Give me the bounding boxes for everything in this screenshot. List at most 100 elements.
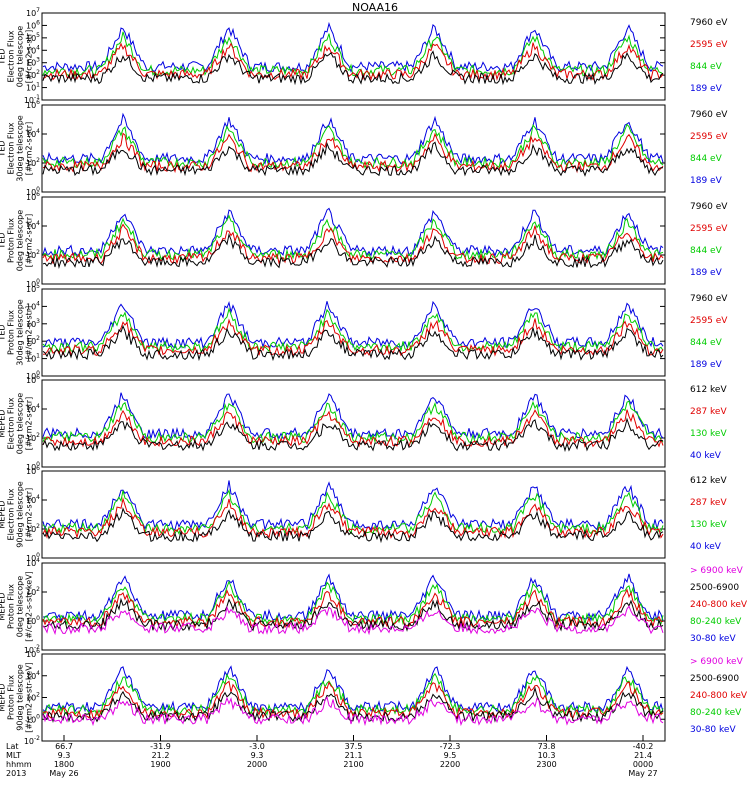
legend-item: > 6900 keV (690, 657, 744, 667)
panel-frame (41, 288, 666, 377)
series-line (42, 605, 664, 636)
series-line (42, 318, 664, 357)
panel-frame (41, 12, 666, 101)
y-tick-label: 100 (26, 278, 40, 289)
x-tick-label: 9.5 (444, 751, 457, 760)
y-tick-label: 106 (26, 191, 40, 202)
y-tick-label: 107 (26, 7, 40, 18)
panel-5: 100 102 104 106 MEPEDElectron Flux0deg teles… (0, 374, 727, 472)
series-line (42, 31, 664, 78)
y-tick-label: 100 (26, 713, 40, 724)
x-tick-label: 21.1 (345, 751, 363, 760)
y-axis-label: TEDProton Flux30deg telescope[#/cm2-s-st… (0, 299, 34, 366)
y-tick-label: 102 (26, 586, 40, 597)
legend-item: 40 keV (690, 451, 722, 461)
legend-item: 7960 eV (690, 202, 728, 212)
x-tick-label: 21.2 (152, 751, 170, 760)
legend-item: 844 eV (690, 246, 723, 256)
panel-frame (41, 562, 666, 651)
y-tick-label: 100 (26, 461, 40, 472)
y-tick-label: 10-1 (24, 94, 40, 105)
x-tick-label: 2200 (440, 760, 460, 769)
series-line (42, 132, 664, 174)
legend-item: 287 keV (690, 498, 727, 508)
x-tick-label: 21.4 (634, 751, 652, 760)
legend-item: > 6900 keV (690, 566, 744, 576)
x-tick-label: 2100 (343, 760, 363, 769)
series-line (42, 496, 664, 539)
panel-frame (41, 196, 666, 285)
legend-item: 130 keV (690, 520, 727, 530)
chart-title: NOAA16 (352, 1, 398, 14)
y-tick-label: 104 (26, 403, 40, 414)
y-axis-label: TEDElectron Flux0deg telescope[#/cm2-s-s… (0, 26, 34, 87)
series-line (42, 324, 664, 362)
y-tick-label: 101 (26, 82, 40, 93)
series-line (42, 42, 664, 82)
y-tick-label: 106 (26, 374, 40, 385)
x-row-label: hhmm (6, 760, 32, 769)
legend-item: 40 keV (690, 542, 722, 552)
series-line (42, 112, 664, 165)
legend-item: 2595 eV (690, 132, 728, 142)
legend-item: 7960 eV (690, 18, 728, 28)
series-line (42, 123, 664, 169)
y-tick-label: 104 (26, 557, 40, 568)
y-tick-label: 102 (26, 523, 40, 534)
legend-item: 80-240 keV (690, 617, 742, 627)
y-tick-label: 10-2 (24, 735, 40, 746)
legend-item: 30-80 keV (690, 725, 736, 735)
x-tick-label: May 26 (49, 769, 78, 778)
series-line (42, 573, 664, 623)
y-tick-label: 100 (26, 370, 40, 381)
y-tick-label: 101 (26, 353, 40, 364)
y-tick-label: 102 (26, 335, 40, 346)
x-tick-label: May 27 (628, 769, 657, 778)
series-line (42, 233, 664, 269)
y-tick-label: 102 (26, 69, 40, 80)
x-row-label: 2013 (6, 769, 26, 778)
legend-item: 2500-6900 (690, 674, 739, 684)
y-tick-label: 103 (26, 57, 40, 68)
y-axis-label: MEPEDProton Flux0deg telescope[#/cm2-s-s… (0, 571, 34, 642)
x-row-label: Lat (6, 742, 19, 751)
series-line (42, 588, 664, 629)
legend-item: 2500-6900 (690, 583, 739, 593)
y-tick-label: 104 (26, 128, 40, 139)
series-line (42, 392, 664, 441)
y-tick-label: 102 (26, 249, 40, 260)
y-tick-label: 106 (26, 648, 40, 659)
y-tick-label: 102 (26, 157, 40, 168)
series-line (42, 488, 664, 535)
x-row-label: MLT (6, 751, 21, 760)
series-line (42, 207, 664, 257)
panel-3: 100 102 104 106 TEDProton Flux0deg telescope… (0, 191, 728, 289)
legend-item: 130 keV (690, 429, 727, 439)
y-axis-label: MEPEDProton Flux90deg telescope[#/cm2-s-… (0, 662, 34, 733)
x-tick-label: 1800 (54, 760, 74, 769)
y-tick-label: 105 (26, 283, 40, 294)
series-line (42, 507, 664, 544)
x-tick-label: 9.3 (58, 751, 71, 760)
legend-item: 7960 eV (690, 294, 728, 304)
panel-frame (41, 653, 666, 742)
legend-item: 844 eV (690, 154, 723, 164)
legend-item: 844 eV (690, 62, 723, 72)
legend-item: 2595 eV (690, 40, 728, 50)
panel-6: 100 102 104 106 MEPEDElectron Flux90deg tele… (0, 465, 727, 563)
panel-7: 10-2 100 102 104 MEPEDProton Flux0deg telesc… (0, 557, 748, 655)
series-line (42, 409, 664, 449)
series-line (42, 21, 664, 73)
series-line (42, 141, 664, 177)
legend-item: 612 keV (690, 385, 727, 395)
y-axis-label: MEPEDElectron Flux0deg telescope[#/cm2-s… (0, 393, 34, 454)
series-line (42, 665, 664, 714)
x-tick-label: -40.2 (633, 742, 654, 751)
x-tick-label: 1900 (150, 760, 170, 769)
series-line (42, 696, 664, 727)
y-tick-label: 104 (26, 220, 40, 231)
x-tick-label: -72.3 (440, 742, 461, 751)
legend-item: 2595 eV (690, 224, 728, 234)
